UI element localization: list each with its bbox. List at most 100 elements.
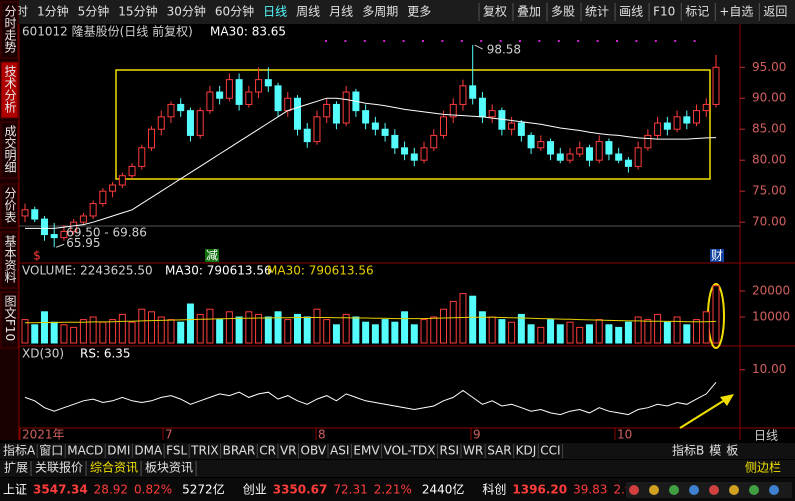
sidebar-label[interactable]: 基本资料 — [3, 235, 17, 283]
status-icon[interactable] — [649, 485, 659, 495]
signal-dot — [635, 40, 638, 42]
bottom-tab[interactable]: 板块资讯 — [145, 461, 193, 475]
volume-bar — [167, 319, 175, 344]
event-marker[interactable]: $ — [33, 249, 41, 263]
candle-body — [615, 153, 623, 161]
toolbar-item[interactable]: 多周期 — [362, 5, 398, 19]
sidebar-label[interactable]: 分时走势 — [3, 5, 17, 53]
indicator-tab[interactable]: CR — [259, 444, 276, 458]
sidebar-tab[interactable] — [0, 1, 19, 59]
volume-bar — [381, 319, 389, 344]
indicator-tab[interactable]: ASI — [330, 444, 349, 458]
sidebar-tab[interactable] — [0, 121, 19, 179]
status-icon[interactable] — [709, 485, 719, 495]
rs-label: RS: 6.35 — [80, 347, 131, 361]
toolbar-item[interactable]: 返回 — [763, 5, 787, 19]
indicator-tab[interactable]: 指标B — [672, 443, 704, 458]
toolbar-item[interactable]: 画线 — [619, 5, 643, 19]
indicator-tab[interactable]: MACD — [67, 444, 103, 458]
sidebar-label[interactable]: 技术分析 — [3, 65, 17, 114]
toolbar-item[interactable]: 15分钟 — [118, 4, 157, 19]
volume-bar — [332, 324, 340, 344]
sidebar-tab[interactable] — [0, 61, 19, 119]
toolbar-item[interactable]: 多股 — [551, 5, 575, 19]
candle-body — [488, 110, 496, 118]
candle-body — [537, 141, 545, 149]
toolbar-item[interactable]: 1分钟 — [37, 4, 69, 19]
sidebar-tab[interactable] — [0, 231, 19, 289]
status-icon[interactable] — [729, 485, 739, 495]
indicator-tab[interactable]: VOL-TDX — [384, 444, 436, 458]
volume-bar — [605, 324, 613, 344]
indicator-tab[interactable]: 模 — [709, 444, 721, 458]
toolbar-item[interactable]: +自选 — [719, 5, 753, 19]
event-marker-bg — [205, 249, 219, 262]
sidebar-label[interactable]: 成交明细 — [3, 125, 17, 173]
status-icon[interactable] — [669, 485, 679, 495]
toolbar-item[interactable]: 更多 — [407, 5, 431, 19]
indicator-tab[interactable]: VR — [280, 444, 297, 458]
indicator-tab[interactable]: 窗口 — [39, 444, 63, 458]
status-icon[interactable] — [629, 485, 639, 495]
indicator-tab[interactable]: BRAR — [223, 444, 256, 458]
indicator-tab[interactable]: DMI — [107, 444, 130, 458]
signal-dot — [480, 40, 483, 42]
volume-bar — [469, 295, 477, 344]
high-label: 98.58 — [487, 43, 521, 57]
volume-bar — [109, 319, 117, 344]
toolbar-item[interactable]: F10 — [653, 5, 675, 19]
y-tick-label: 95.00 — [752, 60, 786, 74]
volume-bar — [391, 321, 399, 344]
sidebar-label[interactable]: 分价表 — [3, 187, 17, 223]
candle-body — [702, 103, 710, 112]
event-marker[interactable]: 减 — [206, 249, 218, 263]
volume-bar — [118, 313, 126, 344]
status-item: 2440亿 — [422, 482, 465, 497]
indicator-tab[interactable]: RSI — [440, 444, 460, 458]
candle-body — [70, 221, 78, 232]
indicator-tab[interactable]: DMA — [134, 444, 163, 458]
indicator-tab[interactable]: SAR — [487, 444, 511, 458]
event-marker[interactable]: 财 — [711, 249, 723, 263]
indicator-tab[interactable]: 板 — [726, 444, 738, 458]
signal-dot — [557, 40, 560, 42]
status-icon[interactable] — [689, 485, 699, 495]
indicator-tab[interactable]: OBV — [301, 444, 327, 458]
toolbar-item[interactable]: 统计 — [585, 5, 609, 19]
status-item: 科创 — [482, 483, 506, 497]
status-icon[interactable] — [749, 485, 759, 495]
bottom-tab[interactable]: 综合资讯 — [90, 460, 138, 475]
indicator-tab[interactable]: CCI — [540, 444, 560, 458]
volume-bar — [274, 311, 282, 344]
indicator-tab[interactable]: 指标A — [3, 443, 36, 458]
toolbar-item[interactable]: 月线 — [329, 5, 353, 19]
toolbar-item[interactable]: 日线 — [263, 5, 287, 19]
toolbar-item[interactable]: 标记 — [685, 5, 709, 19]
toolbar-item[interactable]: 叠加 — [517, 5, 541, 19]
toolbar-item[interactable]: 30分钟 — [167, 4, 206, 19]
toolbar — [0, 0, 795, 24]
status-icon[interactable] — [769, 485, 779, 495]
sidebar-tab[interactable] — [0, 183, 19, 229]
toolbar-item[interactable]: 5分钟 — [78, 4, 110, 19]
volume-bar — [683, 324, 691, 344]
indicator-tab[interactable]: EMV — [353, 444, 380, 458]
volume-bar — [459, 293, 467, 344]
sidebar-label[interactable]: 图文F10 — [3, 295, 17, 341]
bottom-tab[interactable]: 扩展 — [4, 461, 28, 475]
toolbar-item[interactable]: 周线 — [296, 5, 320, 19]
indicator-tab[interactable]: KDJ — [516, 444, 537, 458]
indicator-tab[interactable]: WR — [463, 444, 483, 458]
indicator-tab[interactable]: FSL — [166, 444, 187, 458]
toolbar-item[interactable]: 复权 — [483, 5, 507, 19]
bottom-tab[interactable]: 关联报价 — [35, 460, 83, 475]
bottom-tab[interactable]: 侧边栏 — [745, 460, 781, 475]
sidebar-tab[interactable] — [0, 291, 19, 349]
annotation-pointer — [56, 243, 65, 248]
volume-bar — [624, 321, 632, 344]
candle-body — [439, 116, 447, 136]
toolbar-item[interactable]: 60分钟 — [215, 4, 254, 19]
volume-bar — [128, 321, 136, 344]
indicator-tab[interactable]: TRIX — [190, 444, 218, 458]
volume-bar — [430, 316, 438, 344]
